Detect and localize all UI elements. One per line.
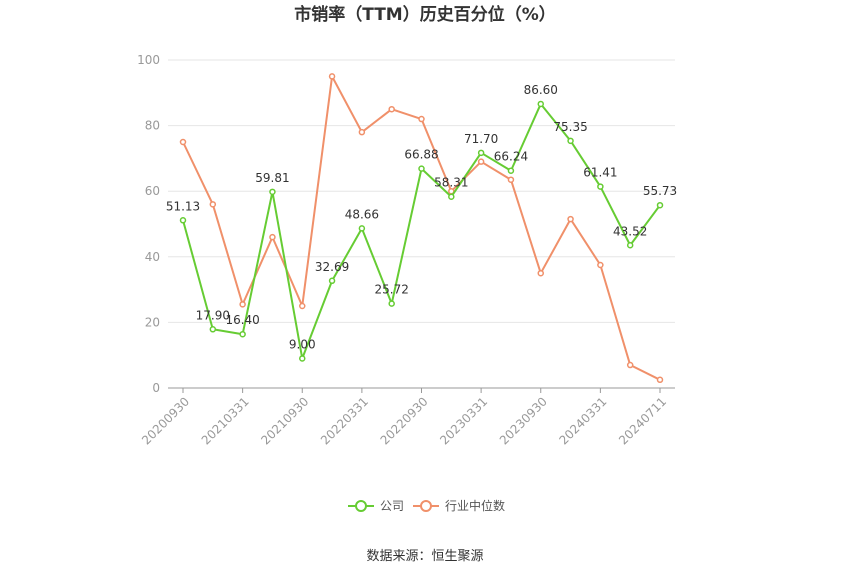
legend-swatch-marker [355,500,367,512]
data-label: 55.73 [643,184,677,198]
y-tick-label: 80 [145,119,160,133]
data-point [418,165,425,172]
data-point [537,100,544,108]
x-tick-label: 20240711 [616,394,669,447]
data-point [626,361,634,369]
data-label: 58.31 [434,176,468,190]
data-label: 66.24 [494,150,528,164]
y-tick-label: 20 [145,315,160,329]
data-point [358,128,366,136]
data-point [239,330,246,338]
data-point [209,326,217,333]
data-point [477,149,485,157]
data-point [328,277,336,285]
series-layer [179,73,664,384]
data-point [358,225,366,232]
data-label: 71.70 [464,132,498,146]
data-point [179,138,187,146]
legend-label: 行业中位数 [445,498,505,513]
legend-label: 公司 [380,499,404,513]
x-tick-label: 20210930 [258,394,311,447]
x-tick-label: 20230930 [497,394,550,447]
data-label: 17.90 [196,308,230,322]
data-label: 75.35 [553,120,587,134]
data-label: 32.69 [315,260,349,274]
x-tick-label: 20230331 [437,394,490,447]
data-point [269,233,276,241]
data-point [299,302,306,310]
data-label: 25.72 [375,283,409,297]
data-point [656,201,664,209]
data-point [477,158,485,165]
y-tick-label: 100 [137,53,160,67]
data-point [179,217,187,224]
data-label: 59.81 [255,171,289,185]
data-point [388,300,395,307]
chart-title: 市销率（TTM）历史百分位（%） [294,4,556,25]
data-point [299,355,306,362]
y-tick-label: 0 [152,381,160,395]
data-point [418,115,425,123]
legend: 公司 行业中位数 [348,498,505,513]
x-tick-label: 20240331 [556,394,609,447]
y-tick-label: 40 [145,250,160,264]
x-axis: 20200930 20210331 20210930 20220331 20220930… [139,387,675,448]
data-label: 16.40 [225,313,259,327]
data-point [269,188,276,196]
data-label: 9.00 [289,337,316,351]
data-label: 66.88 [404,148,438,162]
data-point [656,376,664,384]
data-label: 61.41 [583,166,617,180]
data-point [328,73,336,80]
data-point [507,176,515,183]
x-tick-label: 20220930 [378,394,431,447]
data-label: 51.13 [166,199,200,213]
data-label: 48.66 [345,207,379,221]
data-point [209,201,217,208]
data-point [448,193,455,200]
x-tick-label: 20200930 [139,394,192,447]
data-label: 43.52 [613,224,647,238]
data-point [597,183,604,190]
legend-swatch-marker [420,500,432,512]
data-point [567,137,574,145]
y-axis-ticks: 0 20 40 60 80 100 [137,53,160,395]
data-point [626,242,634,249]
data-point [597,261,604,269]
data-point [239,301,246,308]
x-tick-label: 20220331 [318,394,371,447]
grid-lines [168,59,675,323]
source-note: 数据来源：恒生聚源 [366,549,483,564]
data-point [388,105,395,113]
data-point [537,269,544,277]
y-tick-label: 60 [145,184,160,198]
data-label: 86.60 [524,83,558,97]
x-tick-label: 20210331 [199,394,252,447]
data-point [507,167,515,174]
data-point [567,215,574,223]
